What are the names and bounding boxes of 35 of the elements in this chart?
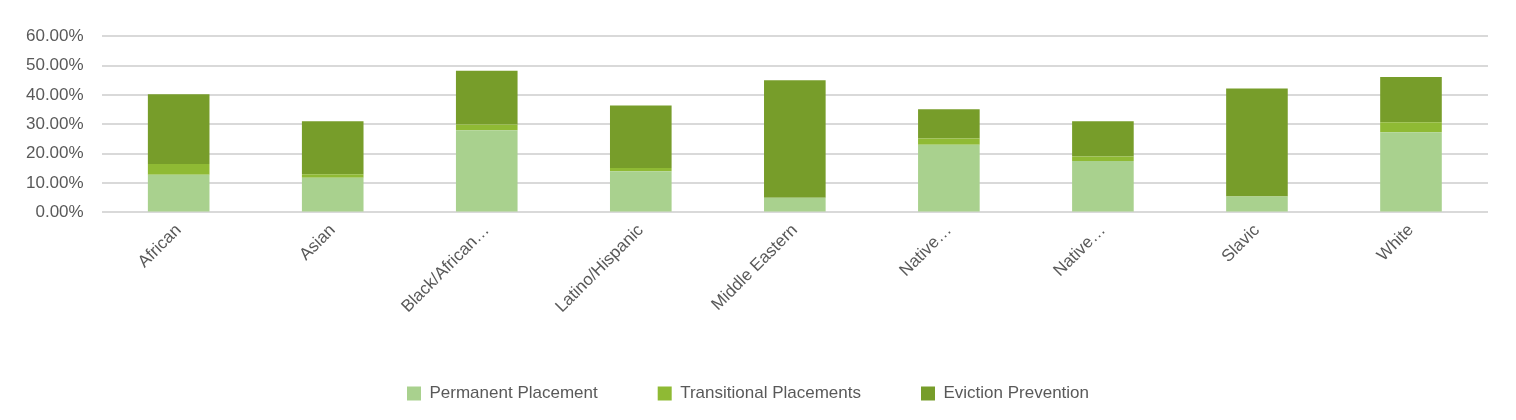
bar — [1380, 132, 1442, 212]
bar — [301, 174, 364, 178]
bar — [455, 70, 518, 125]
bar — [1072, 156, 1134, 161]
legend-label: Transitional Placements — [680, 383, 861, 403]
legend-label: Permanent Placement — [429, 383, 598, 403]
y-tick-label: 0.00% — [35, 202, 84, 222]
y-tick-label: 10.00% — [25, 172, 84, 192]
bar — [1380, 122, 1442, 133]
bar — [1072, 161, 1134, 212]
bar — [147, 94, 210, 164]
bar — [147, 174, 210, 212]
bar — [764, 197, 826, 212]
bar — [918, 109, 980, 139]
bar — [1226, 196, 1288, 212]
bar — [301, 121, 364, 175]
bar — [1072, 121, 1134, 157]
bar — [764, 80, 826, 198]
y-tick-label: 20.00% — [25, 143, 84, 163]
bar — [455, 124, 518, 131]
bar — [301, 177, 364, 212]
y-tick-label: 30.00% — [25, 113, 84, 133]
bar — [1226, 88, 1288, 197]
bar — [609, 105, 672, 169]
bar — [609, 168, 672, 172]
bar — [147, 163, 210, 175]
y-tick-label: 60.00% — [25, 25, 84, 45]
legend-label: Eviction Prevention — [943, 383, 1090, 403]
y-tick-label: 50.00% — [25, 55, 84, 75]
y-tick-label: 40.00% — [25, 84, 84, 104]
bar — [918, 144, 980, 212]
bar — [918, 138, 980, 145]
bar — [455, 130, 518, 212]
bar — [1380, 77, 1442, 123]
bar — [609, 171, 672, 212]
